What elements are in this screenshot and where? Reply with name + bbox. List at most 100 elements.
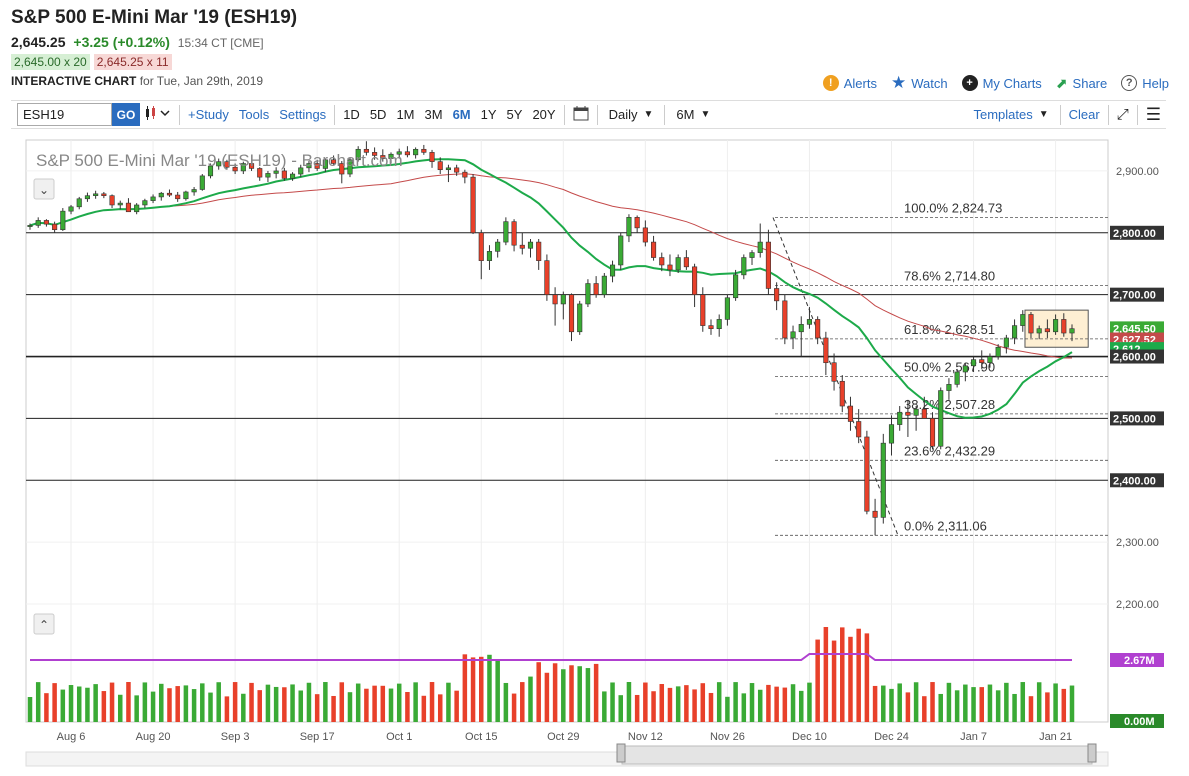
help-button[interactable]: ? Help bbox=[1121, 73, 1169, 93]
candle bbox=[216, 158, 222, 170]
candle-body bbox=[396, 151, 402, 155]
candle-body bbox=[175, 194, 181, 200]
candle-body bbox=[519, 244, 525, 249]
my-charts-label: My Charts bbox=[982, 75, 1042, 91]
period-6m[interactable]: 6M bbox=[452, 107, 471, 122]
candle-body bbox=[1069, 328, 1075, 334]
candle bbox=[774, 282, 780, 311]
period-3m[interactable]: 3M bbox=[424, 107, 443, 122]
alerts-button[interactable]: ! Alerts bbox=[822, 73, 877, 93]
volume-bar bbox=[798, 690, 804, 722]
scroll-handle-left[interactable] bbox=[616, 743, 626, 763]
candle bbox=[134, 203, 140, 215]
candle-body bbox=[651, 241, 657, 258]
templates-select[interactable]: Templates ▼ bbox=[966, 107, 1057, 122]
candle-body bbox=[339, 163, 345, 175]
menu-button[interactable]: ☰ bbox=[1141, 105, 1166, 125]
period-1m[interactable]: 1M bbox=[396, 107, 415, 122]
volume-bar bbox=[347, 692, 353, 722]
volume-bar bbox=[35, 682, 41, 722]
volume-bar bbox=[954, 690, 960, 722]
collapse-price-button[interactable]: ⌄ bbox=[33, 178, 55, 200]
candle-body bbox=[142, 200, 148, 206]
price-tag: 2,645.50 bbox=[1110, 321, 1164, 336]
candle bbox=[601, 273, 607, 298]
candle bbox=[683, 250, 689, 270]
candle-body bbox=[938, 390, 944, 447]
my-charts-button[interactable]: + My Charts bbox=[961, 73, 1042, 93]
candle bbox=[839, 375, 845, 413]
volume-bar bbox=[257, 690, 262, 722]
period-5d[interactable]: 5D bbox=[369, 107, 387, 122]
candle bbox=[175, 191, 181, 202]
collapse-volume-button[interactable]: ⌃ bbox=[33, 613, 55, 635]
candle-body bbox=[839, 380, 845, 407]
clear-button[interactable]: Clear bbox=[1068, 107, 1100, 122]
candle-body bbox=[281, 170, 287, 179]
candle-body bbox=[52, 223, 58, 231]
share-label: Share bbox=[1072, 75, 1108, 91]
period-20y[interactable]: 20Y bbox=[532, 107, 556, 122]
candle bbox=[560, 291, 566, 320]
candle-body bbox=[634, 217, 640, 229]
candle-body bbox=[560, 294, 566, 305]
candle-body bbox=[929, 418, 936, 447]
volume-bar bbox=[733, 682, 738, 722]
volume-bar bbox=[528, 676, 533, 722]
candle-body bbox=[593, 283, 599, 295]
volume-bar bbox=[479, 656, 484, 722]
study-button[interactable]: +Study bbox=[188, 107, 229, 122]
volume-bar bbox=[175, 686, 180, 722]
candle bbox=[708, 319, 714, 335]
volume-bar bbox=[191, 689, 197, 722]
candle-body bbox=[470, 176, 476, 234]
volume-bar bbox=[331, 695, 336, 722]
candle bbox=[651, 235, 657, 261]
chart-type-button[interactable] bbox=[140, 106, 176, 123]
volume-bar bbox=[659, 684, 665, 722]
candle-body bbox=[413, 148, 419, 156]
volume-bar bbox=[708, 692, 714, 722]
expand-icon: ⤢ bbox=[1116, 106, 1129, 123]
candle bbox=[363, 141, 369, 156]
period-5y[interactable]: 5Y bbox=[506, 107, 523, 122]
go-button[interactable]: GO bbox=[112, 103, 140, 126]
calendar-button[interactable] bbox=[568, 105, 594, 124]
candle-body bbox=[847, 405, 854, 422]
volume-bar bbox=[134, 695, 139, 722]
share-button[interactable]: ⬈ Share bbox=[1056, 73, 1107, 93]
period-1y[interactable]: 1Y bbox=[480, 107, 497, 122]
volume-bar bbox=[544, 672, 550, 722]
watch-button[interactable]: ★ Watch bbox=[891, 73, 948, 93]
candle-body bbox=[568, 294, 575, 333]
volume-bar bbox=[85, 687, 90, 722]
scroll-handle-right[interactable] bbox=[1087, 743, 1097, 763]
volume-bar bbox=[700, 683, 706, 722]
expand-button[interactable]: ⤢ bbox=[1112, 106, 1134, 123]
candle bbox=[536, 238, 542, 270]
settings-button[interactable]: Settings bbox=[279, 107, 327, 122]
y-tick-label: 2,800.00 bbox=[1116, 228, 1159, 240]
candle-body bbox=[979, 359, 985, 364]
candle-body bbox=[265, 173, 271, 178]
candle bbox=[257, 167, 263, 181]
range-select[interactable]: 6M ▼ bbox=[668, 107, 718, 122]
candle bbox=[519, 232, 525, 255]
y-tick-label: 2,600.00 bbox=[1116, 352, 1159, 364]
scrollbar-thumb[interactable] bbox=[621, 745, 1093, 765]
symbol-input[interactable]: ESH19 bbox=[17, 103, 112, 126]
candle bbox=[626, 214, 632, 243]
volume-bar bbox=[306, 682, 312, 722]
candle-body bbox=[700, 294, 706, 326]
tools-button[interactable]: Tools bbox=[238, 107, 270, 122]
period-1d[interactable]: 1D bbox=[343, 107, 360, 122]
volume-bar bbox=[380, 685, 386, 722]
interval-select[interactable]: Daily ▼ bbox=[601, 107, 662, 122]
candle bbox=[183, 190, 189, 201]
range-label: 6M bbox=[676, 107, 695, 122]
candle bbox=[273, 167, 279, 179]
candle-body bbox=[864, 436, 870, 512]
volume-bar bbox=[1061, 688, 1067, 722]
candle-body bbox=[388, 153, 394, 159]
alerts-label: Alerts bbox=[843, 75, 877, 91]
